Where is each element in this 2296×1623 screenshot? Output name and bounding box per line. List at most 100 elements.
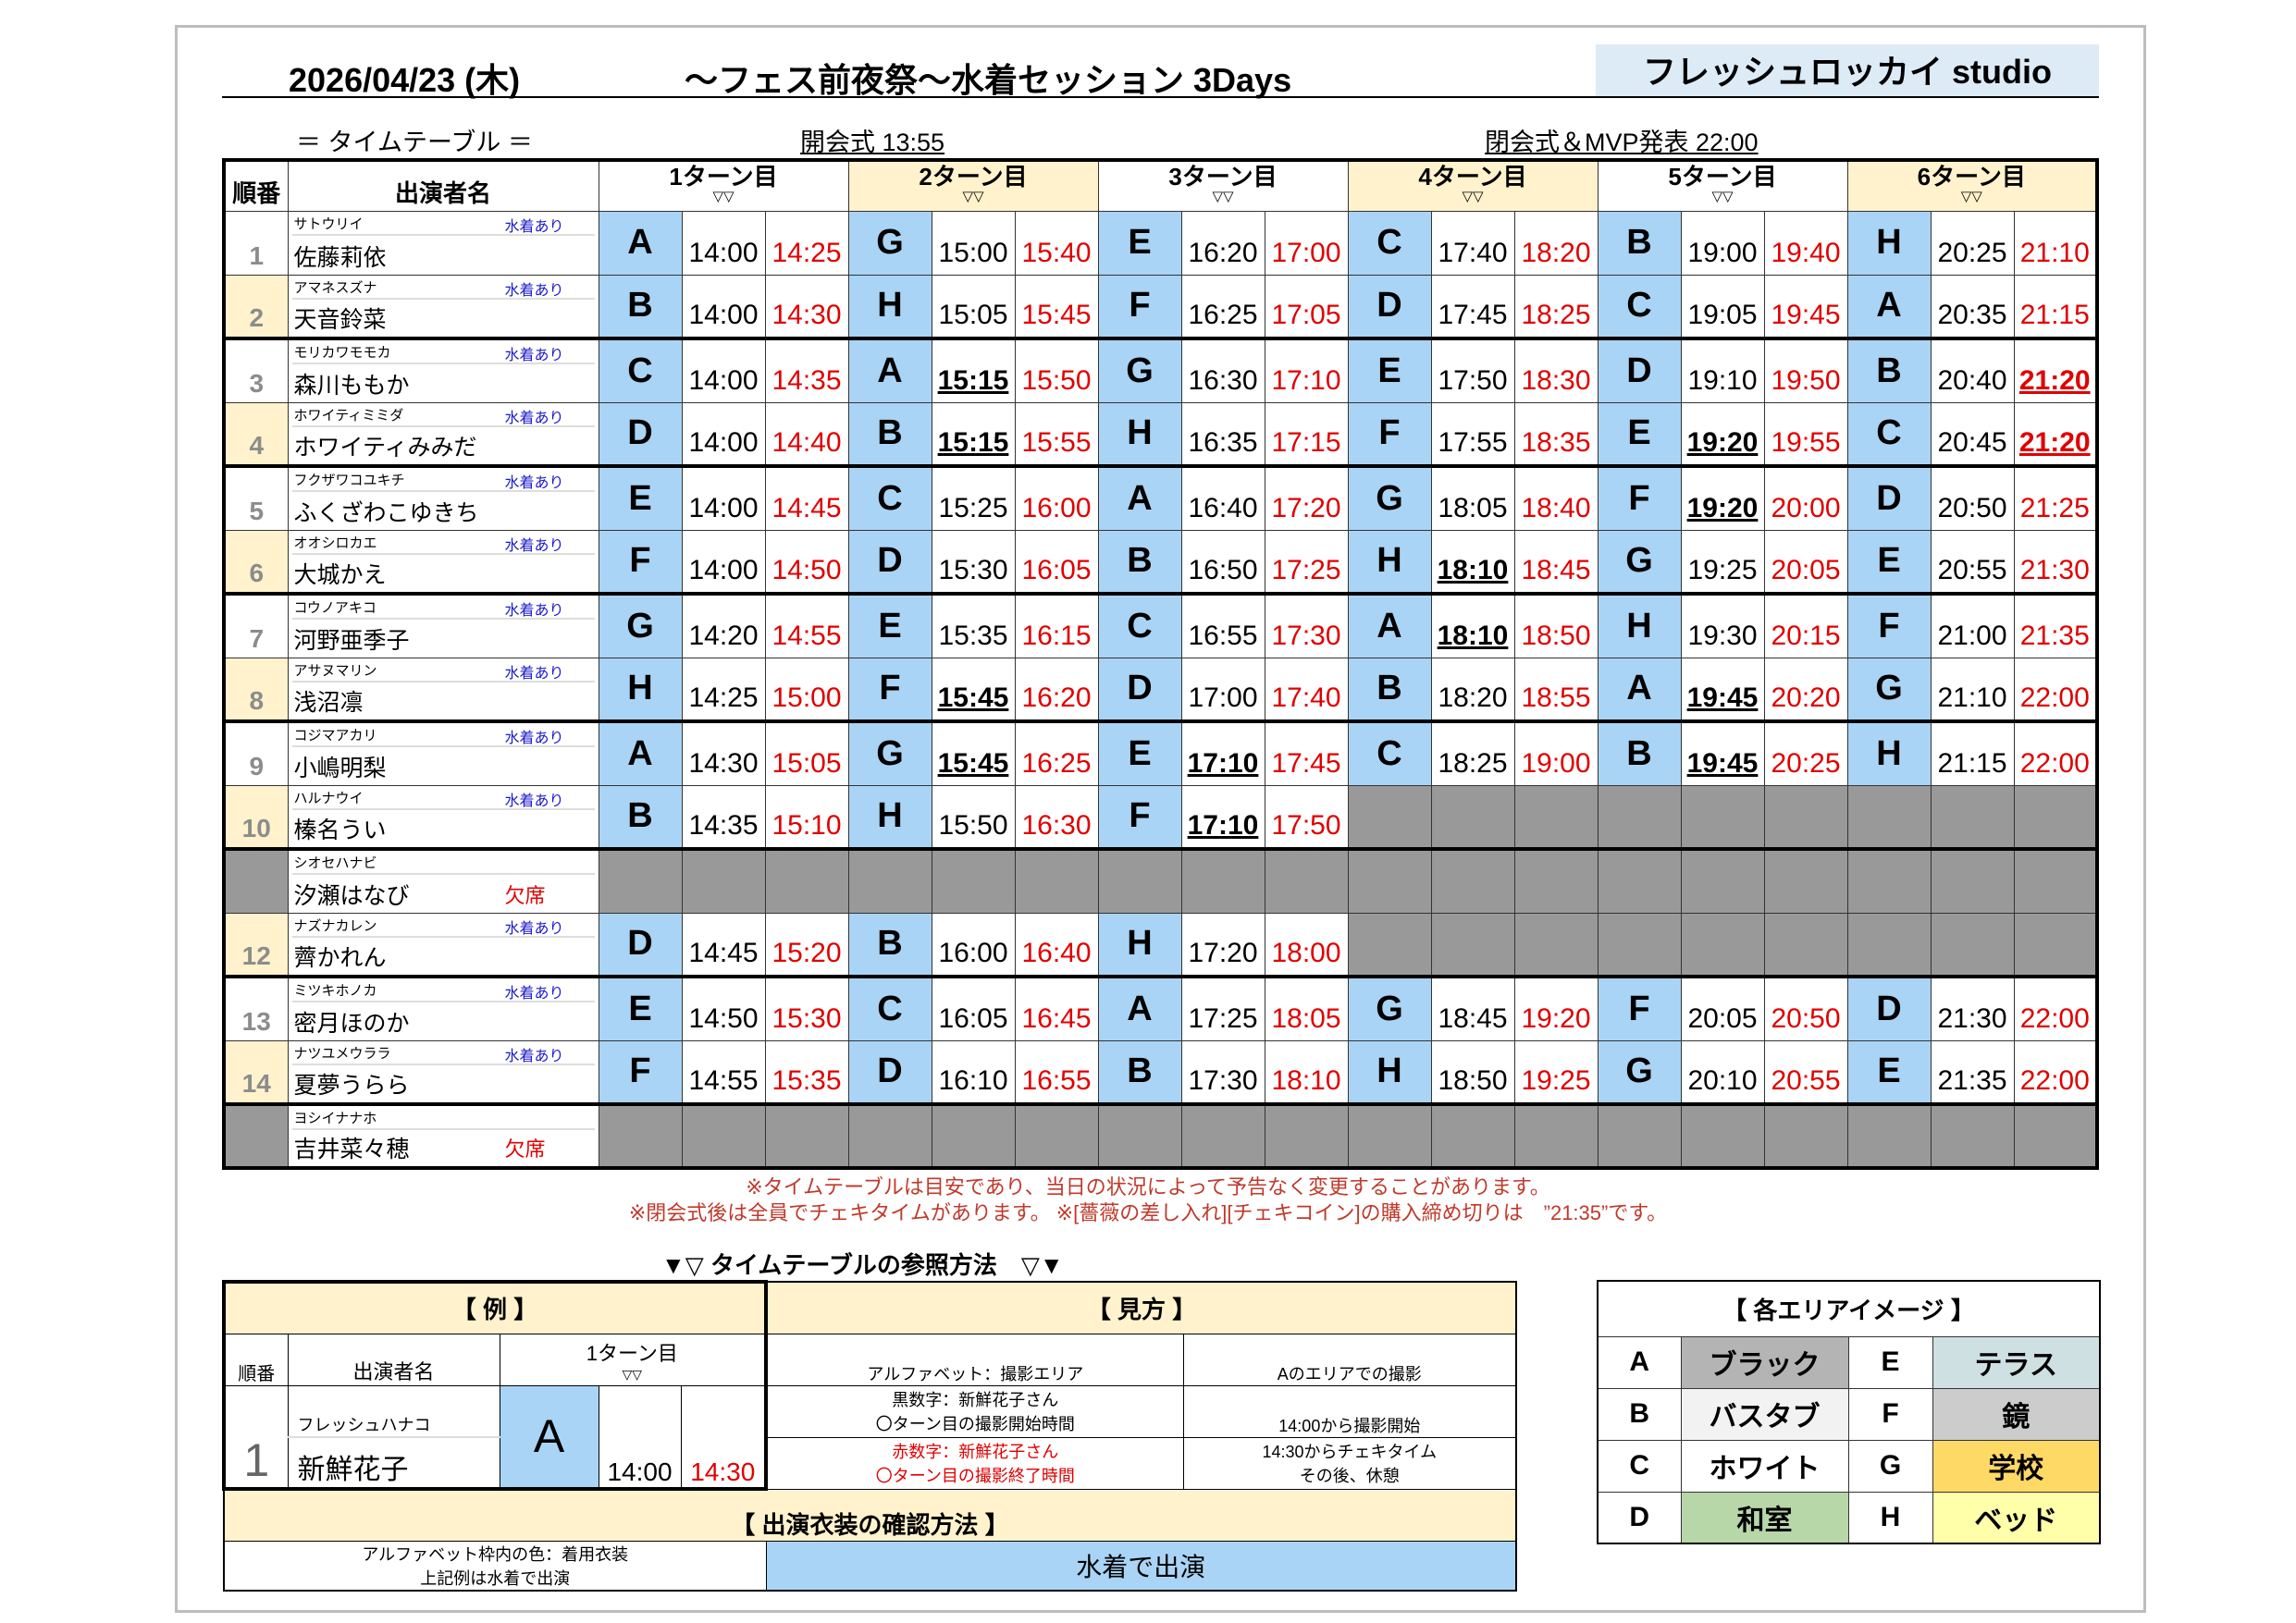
area-cell: B bbox=[1097, 1039, 1182, 1106]
area-cell: B bbox=[1347, 657, 1432, 723]
turn-arrow: ▽▽ bbox=[712, 189, 734, 204]
end-time-text: 22:00 bbox=[2019, 1002, 2090, 1034]
reference-table: 【 例 】 【 見方 】 順番 出演者名 1ターン目 ▽▽ アルファベット：撮影エ… bbox=[221, 1280, 1518, 1592]
start-time: 21:35 bbox=[1930, 1039, 2015, 1106]
area-cell: D bbox=[1347, 274, 1432, 340]
unavailable-cell bbox=[2013, 1103, 2098, 1170]
area-cell: B bbox=[598, 784, 683, 851]
turn-arrow: ▽▽ bbox=[1711, 189, 1734, 204]
end-time-text: 15:40 bbox=[1021, 237, 1092, 268]
end-time-text: 17:30 bbox=[1271, 620, 1341, 651]
end-time-text: 14:50 bbox=[772, 555, 842, 585]
start-time-text: 14:35 bbox=[688, 810, 759, 841]
end-time: 17:45 bbox=[1264, 720, 1349, 786]
kana-divider bbox=[291, 233, 595, 236]
start-time-text: 21:15 bbox=[1937, 747, 2007, 779]
area-cell: B bbox=[1097, 529, 1182, 596]
end-time: 22:00 bbox=[2013, 720, 2098, 786]
end-time: 19:40 bbox=[1763, 210, 1848, 276]
start-time: 19:05 bbox=[1680, 274, 1765, 340]
swimsuit-label: 水着あり bbox=[504, 282, 564, 299]
swimsuit-label: 水着あり bbox=[504, 410, 564, 426]
start-time-text: 21:35 bbox=[1937, 1065, 2007, 1096]
example-end: 14:30 bbox=[680, 1384, 769, 1491]
end-time: 22:00 bbox=[2013, 1039, 2098, 1106]
end-time: 14:50 bbox=[764, 529, 849, 596]
end-time-text: 18:00 bbox=[1271, 938, 1341, 968]
turn-label: 4ターン目 bbox=[1418, 163, 1527, 191]
example-start: 14:00 bbox=[598, 1384, 682, 1491]
kana-divider bbox=[291, 680, 595, 682]
end-time-text: 20:15 bbox=[1771, 620, 1841, 651]
start-time: 17:50 bbox=[1430, 338, 1515, 403]
end-time: 16:00 bbox=[1014, 465, 1099, 531]
swimsuit-label: 水着あり bbox=[504, 1048, 564, 1064]
start-time-text: 19:45 bbox=[1686, 747, 1759, 779]
area-cell: F bbox=[847, 657, 932, 723]
area-cell: E bbox=[1097, 720, 1182, 786]
end-time-text: 21:15 bbox=[2019, 300, 2090, 330]
end-time: 19:20 bbox=[1513, 976, 1599, 1041]
turn-header-2: 2ターン目 ▽▽ bbox=[847, 159, 1099, 212]
area-cell: A bbox=[1347, 593, 1432, 658]
end-time-text: 17:40 bbox=[1271, 682, 1341, 713]
end-time: 16:15 bbox=[1014, 593, 1099, 658]
area-cell: G bbox=[847, 210, 932, 276]
start-time: 15:15 bbox=[931, 338, 1016, 403]
area-cell: A bbox=[847, 338, 932, 403]
performer-name: ふくざわこゆきち bbox=[293, 499, 479, 526]
area-cell: A bbox=[598, 210, 683, 276]
unavailable-cell bbox=[2013, 912, 2098, 978]
performer-name-cell: ナツユメウララ 水着あり 夏夢うらら bbox=[287, 1039, 599, 1106]
end-time-text: 16:30 bbox=[1021, 810, 1092, 841]
area-legend-row: D 和室 H ベッド bbox=[1597, 1491, 2101, 1544]
performer-row: 5 フクザワコユキチ 水着あり ふくざわこゆきち E 14:00 14:45 C 15:2… bbox=[223, 465, 2098, 531]
start-time-text: 16:20 bbox=[1188, 237, 1258, 268]
timetable-label: ＝ タイムテーブル ＝ bbox=[296, 129, 533, 156]
area-legend-row: B バスタブ F 鏡 bbox=[1597, 1387, 2101, 1441]
row-seq: 2 bbox=[223, 274, 289, 340]
unavailable-cell bbox=[1430, 848, 1515, 914]
start-time-text: 17:00 bbox=[1188, 682, 1258, 713]
swimsuit-label: 水着あり bbox=[504, 986, 564, 1002]
unavailable-cell bbox=[1763, 848, 1848, 914]
howto-black: 黒数字：新鮮花子さん 〇ターン目の撮影開始時間 bbox=[765, 1384, 1184, 1438]
kana-divider bbox=[291, 363, 595, 364]
end-time-text: 18:50 bbox=[1521, 620, 1591, 651]
start-time: 19:45 bbox=[1680, 657, 1765, 723]
start-time: 14:55 bbox=[681, 1039, 766, 1106]
start-time: 14:00 bbox=[681, 401, 766, 468]
timetable: 順番 出演者名 1ターン目 ▽▽ 2ターン目 ▽▽ 3ターン目 ▽▽ 4ターン目 ▽▽ 5ターン目 ▽… bbox=[222, 158, 2099, 1170]
performer-row: 14 ナツユメウララ 水着あり 夏夢うらら F 14:55 15:35 D 16:10 16… bbox=[223, 1039, 2098, 1106]
end-time-text: 15:10 bbox=[772, 810, 842, 841]
area-cell: C bbox=[1347, 210, 1432, 276]
end-time: 17:05 bbox=[1264, 274, 1349, 340]
start-time: 21:15 bbox=[1930, 720, 2015, 786]
start-time-text: 14:30 bbox=[688, 747, 759, 779]
end-time: 19:25 bbox=[1513, 1039, 1599, 1106]
performer-kana: ヨシイナナホ bbox=[293, 1111, 377, 1126]
start-time: 20:45 bbox=[1930, 401, 2015, 468]
start-time: 15:30 bbox=[931, 529, 1016, 596]
start-time-text: 16:25 bbox=[1188, 300, 1258, 330]
end-time-text: 17:20 bbox=[1271, 492, 1341, 523]
swimsuit-label: 水着あり bbox=[504, 348, 564, 363]
start-time: 16:55 bbox=[1180, 593, 1265, 658]
unavailable-cell bbox=[1014, 848, 1099, 914]
swimsuit-label: 水着あり bbox=[504, 793, 564, 809]
performer-row: 12 ナズナカレン 水着あり 薺かれん D 14:45 15:20 B 16:00 16:4… bbox=[223, 912, 2098, 978]
area-legend-title: 【 各エリアイメージ 】 bbox=[1597, 1280, 2101, 1337]
performer-row: 7 コウノアキコ 水着あり 河野亜季子 G 14:20 14:55 E 15:35 16:1… bbox=[223, 593, 2098, 658]
performer-kana: モリカワモモカ bbox=[293, 345, 391, 361]
start-time-text: 17:10 bbox=[1187, 747, 1259, 779]
end-time: 15:05 bbox=[764, 720, 849, 786]
start-time-text: 14:00 bbox=[688, 492, 759, 523]
row-seq: 12 bbox=[223, 912, 289, 978]
end-time: 17:10 bbox=[1264, 338, 1349, 403]
unavailable-cell bbox=[1430, 912, 1515, 978]
end-time-text: 15:50 bbox=[1021, 364, 1092, 396]
row-seq bbox=[223, 1103, 289, 1170]
unavailable-cell bbox=[1597, 784, 1682, 851]
area-letter: D bbox=[1597, 1491, 1682, 1544]
start-time-text: 14:00 bbox=[688, 364, 759, 396]
